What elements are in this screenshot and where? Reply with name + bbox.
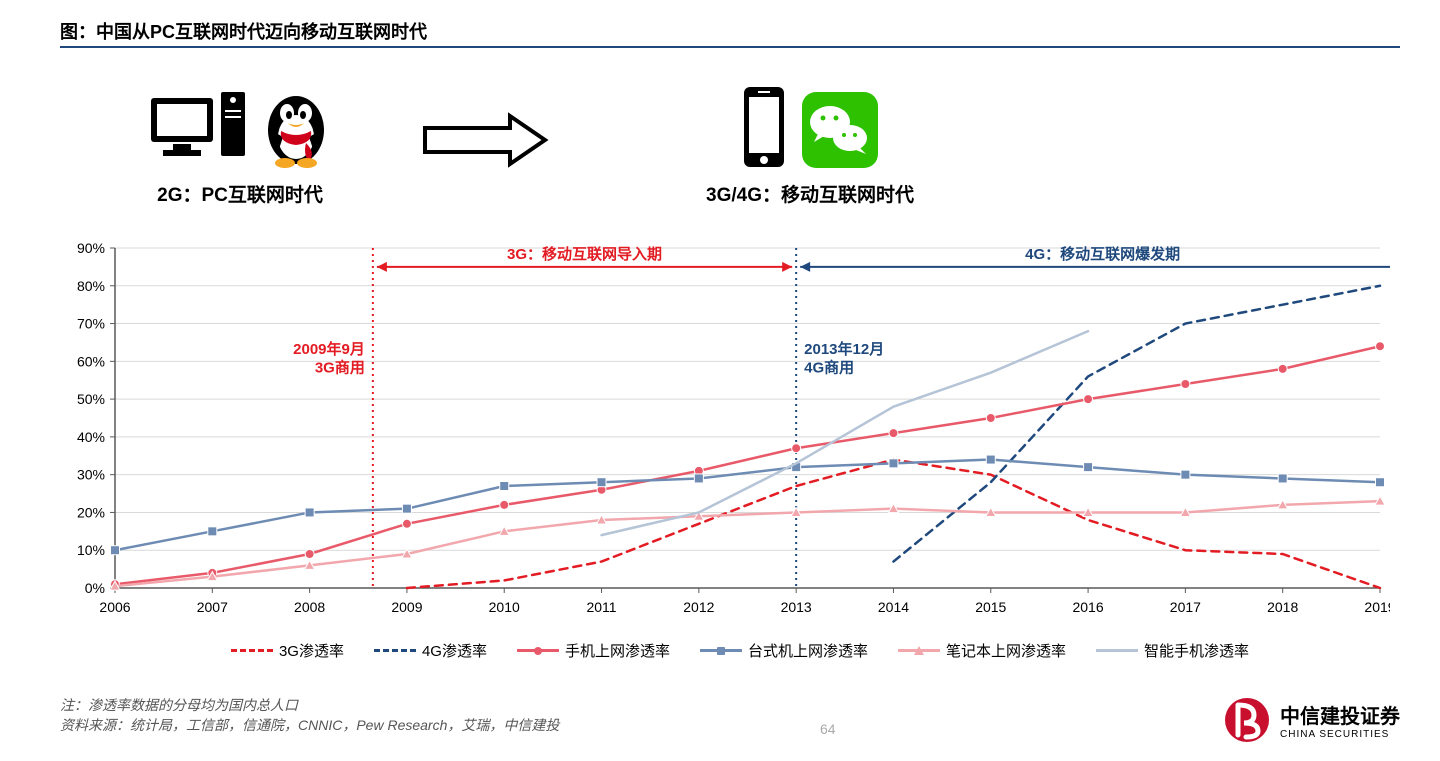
footnote-2: 资料来源：统计局，工信部，信通院，CNNIC，Pew Research，艾瑞，中… — [60, 715, 559, 735]
svg-text:2013年12月: 2013年12月 — [804, 340, 884, 358]
chart-svg: 0% 10% 20% 30% 40% 50% 60% 70% 80% 90% 2006 2007 200… — [60, 238, 1390, 638]
footnote-1: 注：渗透率数据的分母均为国内总人口 — [60, 695, 298, 715]
legend-label: 3G渗透率 — [279, 640, 344, 661]
logo: 中信建投证券 CHINA SECURITIES — [1224, 697, 1400, 743]
svg-text:60%: 60% — [77, 353, 105, 369]
svg-text:2019: 2019 — [1364, 599, 1390, 615]
logo-en: CHINA SECURITIES — [1280, 729, 1400, 740]
svg-text:10%: 10% — [77, 542, 105, 558]
transition-arrow-icon — [420, 110, 550, 170]
svg-text:2018: 2018 — [1267, 599, 1298, 615]
logo-badge-icon — [1224, 697, 1270, 743]
svg-text:2006: 2006 — [99, 599, 130, 615]
era-pc: 2G：PC互联网时代 — [110, 80, 370, 207]
svg-text:2014: 2014 — [878, 599, 909, 615]
qq-penguin-icon — [261, 85, 331, 170]
svg-text:2010: 2010 — [489, 599, 520, 615]
legend-label: 智能手机渗透率 — [1144, 640, 1249, 661]
era-row: 2G：PC互联网时代 — [110, 80, 1380, 220]
legend-item: 3G渗透率 — [231, 640, 344, 661]
svg-text:3G：移动互联网导入期: 3G：移动互联网导入期 — [507, 245, 662, 263]
svg-text:2009: 2009 — [391, 599, 422, 615]
svg-text:2015: 2015 — [975, 599, 1006, 615]
era-mobile-label: 3G/4G：移动互联网时代 — [650, 180, 970, 207]
legend-label: 笔记本上网渗透率 — [946, 640, 1066, 661]
svg-text:2017: 2017 — [1170, 599, 1201, 615]
svg-text:50%: 50% — [77, 391, 105, 407]
legend-item: 4G渗透率 — [374, 640, 487, 661]
legend-item: 笔记本上网渗透率 — [898, 640, 1066, 661]
legend-label: 4G渗透率 — [422, 640, 487, 661]
svg-text:30%: 30% — [77, 467, 105, 483]
page-title: 图：中国从PC互联网时代迈向移动互联网时代 — [60, 18, 427, 44]
svg-text:2013: 2013 — [781, 599, 812, 615]
chart: 0% 10% 20% 30% 40% 50% 60% 70% 80% 90% 2006 2007 200… — [60, 238, 1390, 638]
svg-text:4G商用: 4G商用 — [804, 359, 854, 377]
era-pc-label: 2G：PC互联网时代 — [110, 180, 370, 207]
desktop-icon — [149, 90, 249, 170]
legend: 3G渗透率 4G渗透率 手机上网渗透率 台式机上网渗透率 笔记本上网渗透率 智能手机渗透率 — [100, 640, 1380, 661]
legend-item: 手机上网渗透率 — [517, 640, 670, 661]
svg-text:2008: 2008 — [294, 599, 325, 615]
title-underline — [60, 46, 1400, 48]
svg-text:80%: 80% — [77, 278, 105, 294]
svg-text:40%: 40% — [77, 429, 105, 445]
svg-text:3G商用: 3G商用 — [315, 359, 365, 377]
era-mobile: 3G/4G：移动互联网时代 — [650, 80, 970, 207]
svg-text:2016: 2016 — [1072, 599, 1103, 615]
legend-item: 台式机上网渗透率 — [700, 640, 868, 661]
svg-text:90%: 90% — [77, 240, 105, 256]
legend-item: 智能手机渗透率 — [1096, 640, 1249, 661]
svg-text:2011: 2011 — [586, 599, 616, 615]
legend-label: 手机上网渗透率 — [565, 640, 670, 661]
page-number: 64 — [820, 721, 836, 737]
svg-text:2012: 2012 — [683, 599, 714, 615]
svg-text:0%: 0% — [85, 580, 105, 596]
smartphone-icon — [740, 85, 788, 170]
svg-text:4G：移动互联网爆发期: 4G：移动互联网爆发期 — [1025, 245, 1180, 263]
svg-text:2007: 2007 — [197, 599, 228, 615]
logo-cn: 中信建投证券 — [1280, 700, 1400, 729]
svg-text:2009年9月: 2009年9月 — [293, 340, 365, 358]
wechat-icon — [800, 90, 880, 170]
svg-text:20%: 20% — [77, 504, 105, 520]
page-title-row: 图：中国从PC互联网时代迈向移动互联网时代 — [60, 18, 1400, 44]
logo-text: 中信建投证券 CHINA SECURITIES — [1280, 700, 1400, 740]
svg-text:70%: 70% — [77, 316, 105, 332]
legend-label: 台式机上网渗透率 — [748, 640, 868, 661]
